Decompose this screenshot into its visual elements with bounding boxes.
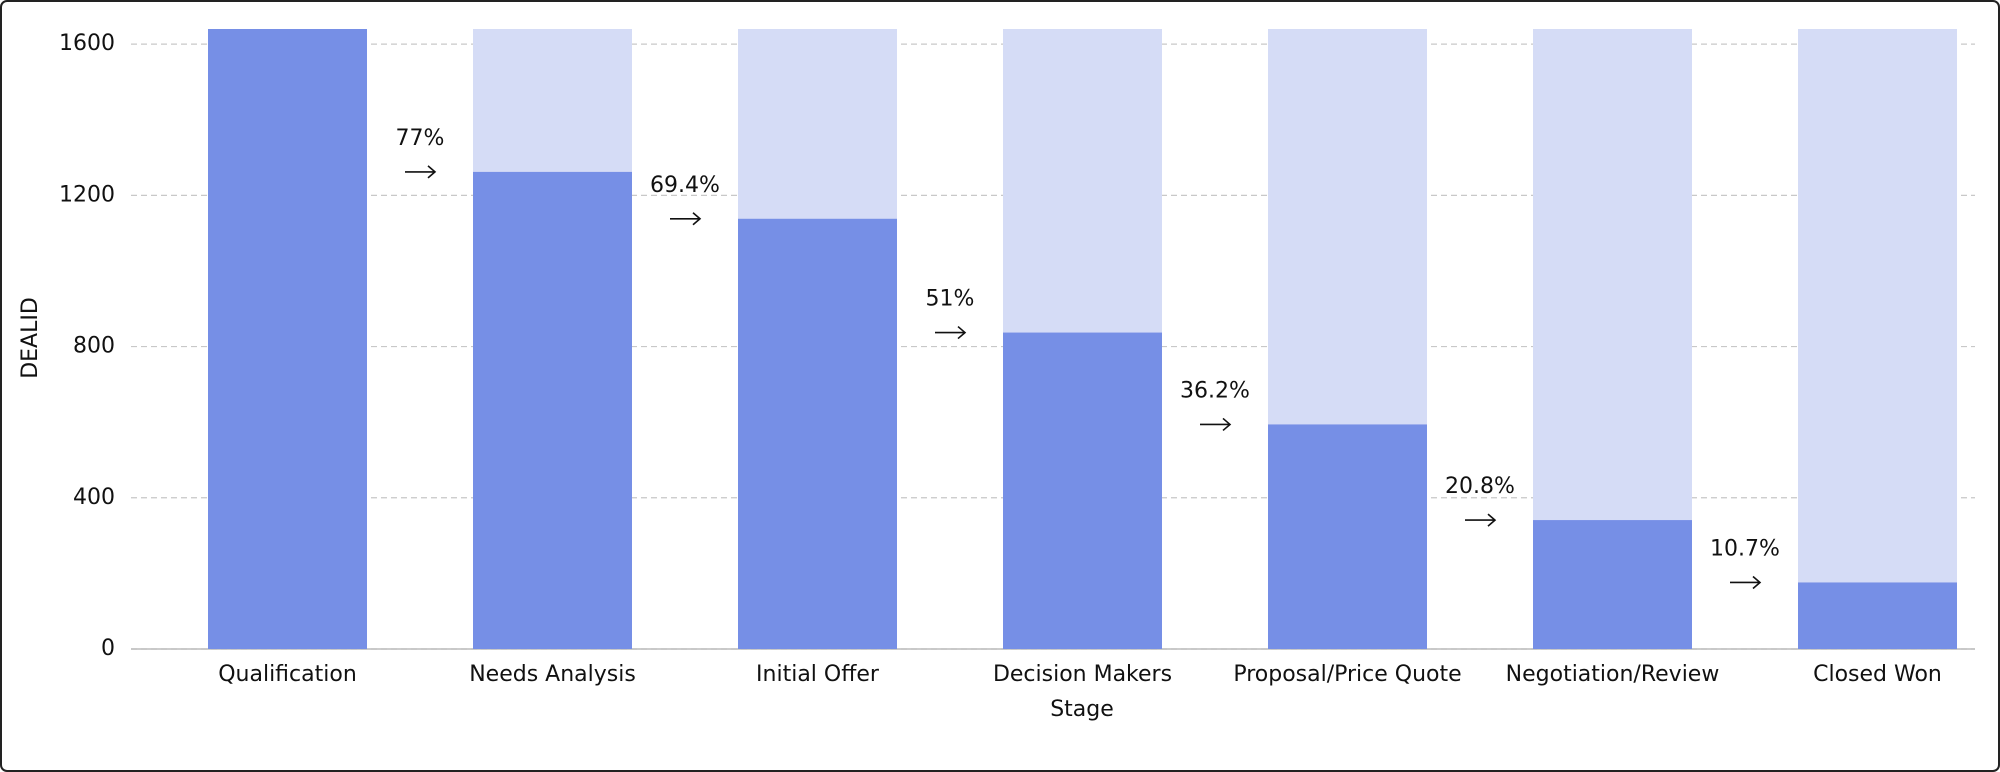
conversion-arrow <box>670 212 702 226</box>
y-tick-label: 800 <box>73 334 115 359</box>
conversion-arrow <box>1465 513 1497 527</box>
conversion-label: 51% <box>926 287 975 312</box>
y-tick-label: 400 <box>73 485 115 510</box>
bar <box>208 29 367 649</box>
bar <box>1798 582 1957 649</box>
background-bar <box>1798 29 1957 649</box>
bar <box>1268 424 1427 649</box>
x-tick-label: Proposal/Price Quote <box>1233 662 1461 687</box>
x-axis-title: Stage <box>1050 697 1114 722</box>
conversion-arrow <box>935 325 967 340</box>
conversion-label: 77% <box>396 126 445 151</box>
conversion-label: 69.4% <box>650 173 720 198</box>
conversion-label: 10.7% <box>1710 536 1780 561</box>
conversion-label: 36.2% <box>1180 378 1250 403</box>
conversion-arrow <box>1200 417 1232 432</box>
x-tick-label: Decision Makers <box>993 662 1172 687</box>
y-tick-label: 1600 <box>59 31 115 56</box>
y-tick-label: 0 <box>101 636 115 661</box>
bar <box>1533 520 1692 649</box>
y-tick-label: 1200 <box>59 182 115 207</box>
x-tick-label: Initial Offer <box>756 662 880 687</box>
x-tick-label: Needs Analysis <box>469 662 636 687</box>
bar <box>1003 332 1162 649</box>
bar <box>738 218 897 649</box>
conversion-arrow <box>405 165 437 179</box>
x-tick-label: Closed Won <box>1813 662 1942 687</box>
bar <box>473 171 632 649</box>
x-tick-label: Negotiation/Review <box>1506 662 1720 687</box>
x-tick-label: Qualification <box>218 662 357 687</box>
y-axis-title: DEALID <box>18 297 43 379</box>
conversion-arrow <box>1730 575 1762 590</box>
conversion-label: 20.8% <box>1445 474 1515 499</box>
